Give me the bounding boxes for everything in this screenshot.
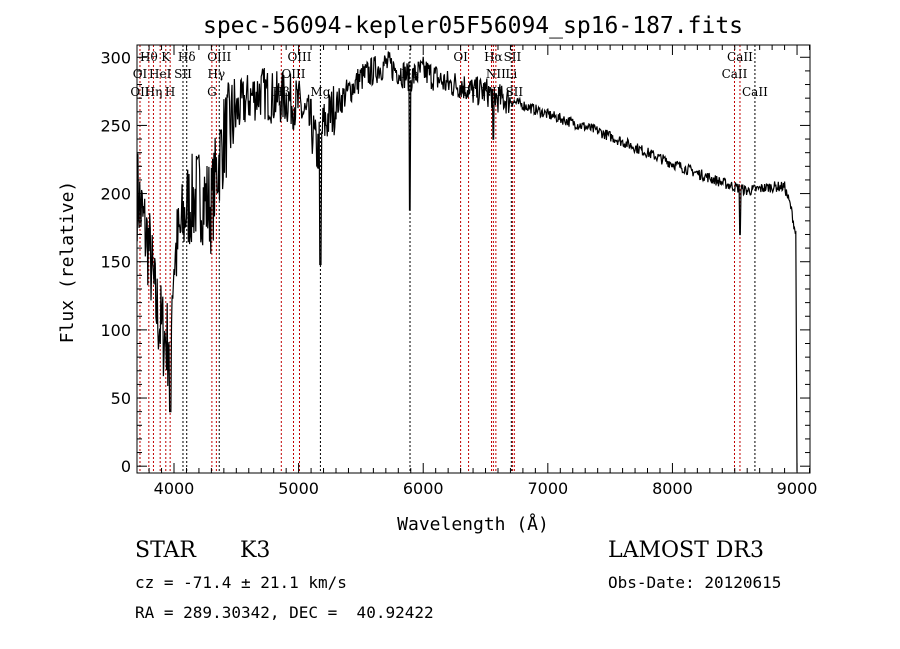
spectral-line-label: NII [486,67,506,81]
y-tick-label: 100 [100,321,131,340]
obs-date: Obs-Date: 20120615 [608,573,782,592]
x-tick-label: 5000 [278,479,319,498]
spectral-line-label: Li [505,67,517,81]
spectral-line-label: Hα [484,50,503,64]
y-tick-label: 50 [111,389,131,408]
y-tick-label: 0 [121,457,131,476]
spectral-line-label: OII [130,85,150,99]
spectral-line-label: K [161,50,171,64]
spectral-line-label: OIII [207,50,231,64]
spectral-line-label: HeI [149,67,172,81]
spectral-line-label: Hθ [140,50,158,64]
spectral-line-label: OI [461,85,476,99]
spectral-line-label: Hγ [208,67,226,81]
spectral-line-label: H [165,85,175,99]
spectral-line-label: OI [133,67,148,81]
spectral-line-label: OI [453,50,468,64]
spectral-line-label: CaII [742,85,768,99]
redshift-cz: cz = -71.4 ± 21.1 km/s [135,573,347,592]
spectral-line-label: CaII [722,67,748,81]
x-tick-label: 8000 [652,479,693,498]
x-tick-label: 4000 [154,479,195,498]
y-tick-label: 200 [100,185,131,204]
x-tick-label: 7000 [527,479,568,498]
spectral-line-label: OIII [287,50,311,64]
spectrum-line [136,51,798,472]
x-axis-label: Wavelength (Å) [397,513,549,535]
spectral-line-label: SII [504,50,522,64]
y-tick-label: 250 [100,116,131,135]
y-tick-label: 150 [100,253,131,272]
subclass: K3 [240,538,271,563]
chart-title: spec-56094-kepler05F56094_sp16-187.fits [203,13,743,39]
spectral-line-label: Mg [310,85,330,99]
object-class: STAR [135,538,196,563]
spectral-line-label: CaII [727,50,753,64]
spectral-line-label: SII [505,85,523,99]
spectral-line-label: OIII [281,67,305,81]
y-tick-label: 300 [100,48,131,67]
survey-name: LAMOST DR3 [608,538,764,563]
spectral-line-label: SII [174,67,192,81]
x-tick-label: 9000 [777,479,818,498]
spectral-line-label: Na [401,67,419,81]
y-axis-label: Flux (relative) [57,181,78,344]
spectral-line-label: NII [482,85,502,99]
spectral-line-label: G [207,85,217,99]
spectral-line-label: Hη [145,85,163,99]
spectral-line-label: Hδ [178,50,196,64]
ra-dec: RA = 289.30342, DEC = 40.92422 [135,603,434,622]
x-tick-label: 6000 [403,479,444,498]
spectral-line-label: Hβ [273,85,290,99]
